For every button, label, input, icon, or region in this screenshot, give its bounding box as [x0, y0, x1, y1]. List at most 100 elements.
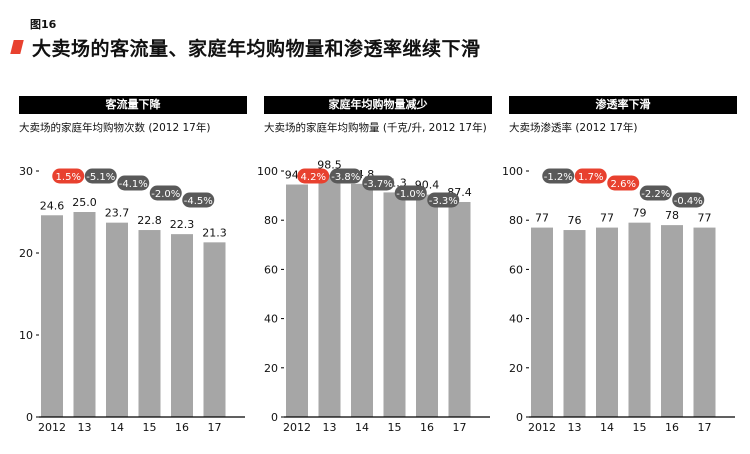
change-badge-label: -3.8% [331, 172, 360, 183]
y-tick-label: 20 [19, 247, 33, 260]
change-badge [394, 185, 427, 201]
data-label: 21.3 [202, 226, 227, 239]
chart-panel-volume: 家庭年均购物量减少 大卖场的家庭年均购物量 (千克/升, 2012 17年) 0… [257, 96, 494, 446]
panel-header: 客流量下降 [19, 96, 247, 114]
change-badge [84, 168, 117, 184]
change-badge [542, 168, 575, 184]
data-label: 77 [600, 212, 614, 225]
title-row: 大卖场的客流量、家庭年均购物量和渗透率继续下滑 [10, 34, 481, 60]
panel-subtitle: 大卖场的家庭年均购物量 (千克/升, 2012 17年) [264, 122, 487, 134]
x-tick-label: 13 [78, 421, 92, 434]
y-tick-label: 20 [509, 362, 523, 375]
change-badge-label: -2.0% [151, 189, 180, 200]
change-badge [182, 192, 215, 208]
change-badge [117, 175, 150, 191]
change-badge [297, 168, 330, 184]
y-tick-label: 40 [264, 313, 278, 326]
bar [73, 212, 96, 417]
bar [106, 222, 128, 417]
bar [171, 234, 193, 417]
data-label: 78 [665, 209, 679, 222]
chart-panel-traffic: 客流量下降 大卖场的家庭年均购物次数 (2012 17年) 0 10 20 30 24.… [19, 96, 249, 446]
y-tick-label: 100 [502, 165, 523, 178]
data-label: 77 [535, 212, 549, 225]
change-badge [52, 168, 85, 184]
x-tick-label: 14 [355, 421, 369, 434]
data-label: 77 [698, 212, 712, 225]
y-tick-label: 0 [516, 411, 523, 424]
bar [661, 225, 683, 417]
change-badge [329, 168, 362, 184]
bar [138, 230, 161, 417]
change-badge-label: -1.2% [544, 172, 573, 183]
panel-subtitle: 大卖场渗透率 (2012 17年) [509, 122, 638, 134]
bar [416, 194, 438, 417]
x-tick-label: 2012 [528, 421, 556, 434]
y-tick-label: 60 [509, 263, 523, 276]
x-tick-label: 15 [633, 421, 647, 434]
x-tick-label: 14 [110, 421, 124, 434]
panel-header: 家庭年均购物量减少 [264, 96, 492, 114]
data-label: 22.3 [170, 218, 195, 231]
data-label: 24.6 [40, 199, 65, 212]
change-badge-label: -3.3% [429, 196, 458, 207]
figure-label: 图16 [30, 18, 57, 31]
x-tick-label: 15 [388, 421, 402, 434]
panel-header: 渗透率下滑 [509, 96, 737, 114]
change-badge-label: -1.0% [396, 189, 425, 200]
bar [628, 222, 651, 417]
x-tick-label: 15 [143, 421, 157, 434]
change-badge [362, 175, 395, 191]
x-tick-label: 16 [420, 421, 434, 434]
panel-subtitle: 大卖场的家庭年均购物次数 (2012 17年) [19, 122, 211, 134]
change-badge [639, 185, 672, 201]
data-label: 79 [633, 207, 647, 220]
data-label: 76 [568, 214, 582, 227]
x-tick-label: 17 [698, 421, 712, 434]
bar [286, 184, 308, 417]
y-tick-label: 80 [264, 214, 278, 227]
y-tick-label: 60 [264, 263, 278, 276]
change-badge-label: 1.7% [578, 172, 603, 183]
change-badge [427, 192, 460, 208]
bar [351, 183, 373, 417]
change-badge [672, 192, 705, 208]
y-tick-label: 40 [509, 313, 523, 326]
data-label: 22.8 [137, 214, 162, 227]
change-badge-label: 1.5% [56, 172, 81, 183]
x-tick-label: 13 [568, 421, 582, 434]
change-badge-label: -0.4% [674, 196, 703, 207]
change-badge-label: -4.5% [184, 196, 213, 207]
y-tick-label: 0 [271, 411, 278, 424]
bar [693, 227, 716, 417]
y-tick-label: 10 [19, 329, 33, 342]
bar-chart-traffic: 0 10 20 30 24.6 2012 25.0 13 23.7 14 22.8 15 22.3 16 2… [19, 165, 245, 434]
bar [448, 201, 471, 417]
y-tick-label: 80 [509, 214, 523, 227]
x-tick-label: 16 [665, 421, 679, 434]
x-tick-label: 2012 [38, 421, 66, 434]
x-tick-label: 17 [208, 421, 222, 434]
y-tick-label: 20 [264, 362, 278, 375]
change-badge-label: -3.7% [364, 179, 393, 190]
data-label: 98.5 [317, 159, 342, 172]
x-tick-label: 16 [175, 421, 189, 434]
bar [383, 192, 406, 417]
change-badge [607, 175, 640, 191]
bar [563, 230, 586, 417]
bar [41, 215, 63, 417]
x-tick-label: 2012 [283, 421, 311, 434]
bar [203, 242, 226, 417]
page-title: 大卖场的客流量、家庭年均购物量和渗透率继续下滑 [32, 37, 481, 60]
change-badge [149, 185, 182, 201]
y-tick-label: 100 [257, 165, 278, 178]
x-tick-label: 14 [600, 421, 614, 434]
bar-chart-penetration: 0 20 40 60 80 100 77 2012 76 13 77 14 79 15 78 16 77 17 -1… [502, 165, 735, 434]
x-tick-label: 17 [453, 421, 467, 434]
bar [318, 174, 341, 417]
bar [596, 227, 618, 417]
change-badge-label: 4.2% [301, 172, 326, 183]
change-badge-label: -2.2% [641, 189, 670, 200]
change-badge-label: 2.6% [611, 179, 636, 190]
